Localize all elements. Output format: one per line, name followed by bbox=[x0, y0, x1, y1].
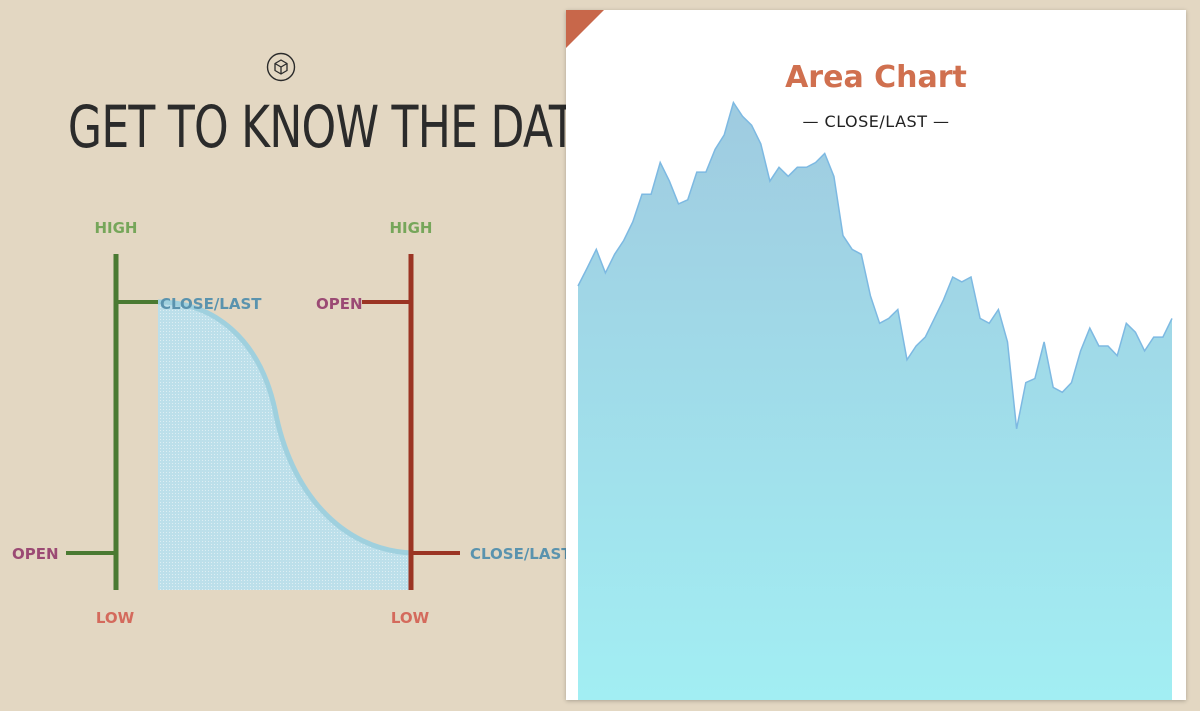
left-high-label: HIGH bbox=[94, 219, 137, 237]
left-low-label: LOW bbox=[96, 609, 135, 627]
left-close-label: CLOSE/LAST bbox=[160, 295, 262, 313]
left-open-label: OPEN bbox=[12, 545, 59, 563]
card-corner-accent bbox=[566, 10, 604, 48]
area-chart bbox=[577, 100, 1173, 700]
area-series-line bbox=[577, 100, 1173, 429]
right-high-label: HIGH bbox=[389, 219, 432, 237]
right-close-label: CLOSE/LAST bbox=[470, 545, 566, 563]
area-series-fill bbox=[578, 102, 1172, 700]
close-area-edge bbox=[157, 299, 413, 556]
chart-card: Area Chart — CLOSE/LAST — bbox=[566, 10, 1186, 700]
chart-title: Area Chart bbox=[785, 60, 967, 95]
right-open-label: OPEN bbox=[316, 295, 363, 313]
cube-icon bbox=[266, 52, 296, 82]
close-area-shape bbox=[158, 302, 412, 590]
chart-subtitle: — CLOSE/LAST — bbox=[802, 112, 950, 131]
ohlc-diagram: HIGH LOW OPEN CLOSE/LAST HIGH LOW OPEN C… bbox=[12, 219, 566, 627]
right-low-label: LOW bbox=[391, 609, 430, 627]
